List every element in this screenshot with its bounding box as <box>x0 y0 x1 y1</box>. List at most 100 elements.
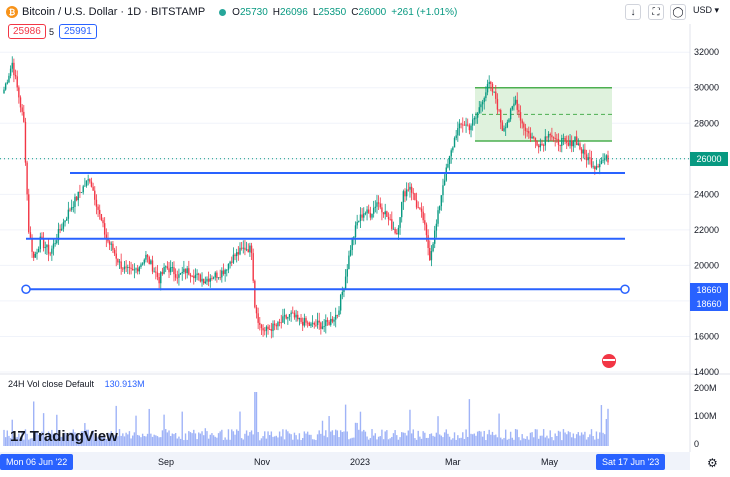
candle-body <box>89 179 91 182</box>
symbol-title[interactable]: Bitcoin / U.S. Dollar · 1D · BITSTAMP <box>22 6 206 18</box>
candle-body <box>92 186 94 191</box>
volume-bar <box>301 438 304 446</box>
camera-icon[interactable]: ◯ <box>670 4 686 20</box>
candle-body <box>570 140 573 147</box>
volume-bar <box>335 429 337 446</box>
candle-body <box>549 134 551 136</box>
volume-bar <box>108 433 111 446</box>
volume-bar <box>125 432 127 446</box>
volume-bar <box>245 430 248 446</box>
candle-body <box>559 144 561 146</box>
candle-body <box>561 138 563 146</box>
volume-bar <box>321 420 324 446</box>
volume-bar <box>41 431 43 446</box>
volume-bar <box>483 430 485 446</box>
candle-body <box>318 320 320 323</box>
candle-body <box>79 191 81 193</box>
buy-price-button[interactable]: 25991 <box>59 24 97 39</box>
volume-bar <box>67 440 70 446</box>
volume-bar <box>36 432 38 446</box>
arrow-down-icon[interactable]: ↓ <box>625 4 641 20</box>
volume-bar <box>326 437 329 446</box>
volume-bar <box>216 437 218 446</box>
volume-bar <box>351 437 353 446</box>
candle-body <box>551 135 553 138</box>
fullscreen-icon[interactable]: ⛶ <box>648 4 664 20</box>
candle-body <box>132 268 134 271</box>
candle-body <box>252 253 254 281</box>
volume-bar <box>587 437 589 446</box>
volume-bar <box>77 435 79 446</box>
volume-legend[interactable]: 24H Vol close Default 130.913M <box>8 379 145 389</box>
candle-body <box>430 251 433 261</box>
candle-body <box>95 199 98 207</box>
volume-bar <box>28 439 30 446</box>
volume-bar <box>270 431 273 446</box>
candle-body <box>473 118 476 120</box>
candle-body <box>257 313 259 323</box>
time-axis[interactable] <box>0 452 690 470</box>
chart-grid <box>0 24 730 452</box>
volume-bar <box>100 435 103 446</box>
currency-selector[interactable]: USD ▾ <box>693 5 720 15</box>
volume-bar <box>458 438 461 446</box>
candle-body <box>432 243 434 252</box>
volume-bar <box>136 434 139 446</box>
candle-body <box>141 263 144 265</box>
candle-body <box>486 83 489 93</box>
gear-icon[interactable]: ⚙ <box>707 456 718 470</box>
candle-body <box>166 266 169 269</box>
volume-bar <box>179 438 182 446</box>
candle-body <box>13 62 15 76</box>
volume-bar <box>315 439 317 446</box>
volume-bar <box>290 434 292 446</box>
volume-bar <box>156 436 159 446</box>
volume-bar <box>389 438 391 446</box>
candle-body <box>394 228 396 234</box>
candle-body <box>94 190 96 200</box>
volume-bar <box>260 438 263 446</box>
volume-bar <box>95 436 98 446</box>
candle-body <box>34 253 37 258</box>
candle-body <box>209 278 211 282</box>
candle-body <box>232 254 235 263</box>
volume-bar <box>300 439 302 446</box>
volume-bar <box>242 439 244 446</box>
volume-bar <box>227 429 230 446</box>
sell-price-button[interactable]: 25986 <box>8 24 46 39</box>
ohlc-high: H26096 <box>272 6 308 18</box>
candle-body <box>237 252 240 255</box>
time-tick: Mar <box>445 457 461 467</box>
volume-bar <box>184 433 187 446</box>
last-price-badge: 26000 <box>690 151 728 166</box>
volume-bar <box>158 437 160 446</box>
candle-body <box>305 318 307 323</box>
candle-body <box>212 277 215 279</box>
candle-body <box>368 209 370 213</box>
candle-body <box>46 244 48 248</box>
candle-body <box>518 109 520 113</box>
price-axis[interactable]: 3200030000280002600024000220002000018000… <box>694 47 719 449</box>
volume-bar <box>163 414 165 446</box>
candle-body <box>254 280 256 308</box>
volume-bar <box>376 439 378 446</box>
candle-body <box>128 267 131 268</box>
volume-bar <box>453 432 456 446</box>
volume-bar <box>9 438 12 446</box>
candle-body <box>567 142 570 146</box>
candle-body <box>453 138 456 148</box>
annotations-front[interactable] <box>0 158 690 368</box>
candle-body <box>196 273 198 275</box>
tradingview-logo[interactable]: 17 TradingView <box>10 428 118 445</box>
candle-body <box>49 253 51 255</box>
candle-body <box>33 251 35 258</box>
candle-body <box>310 323 312 326</box>
candle-body <box>275 325 277 327</box>
volume-bar <box>272 436 274 446</box>
candle-body <box>211 278 213 280</box>
candle-body <box>409 186 411 190</box>
candle-body <box>391 219 393 229</box>
volume-bar <box>257 432 259 446</box>
volume-bar <box>447 433 449 446</box>
